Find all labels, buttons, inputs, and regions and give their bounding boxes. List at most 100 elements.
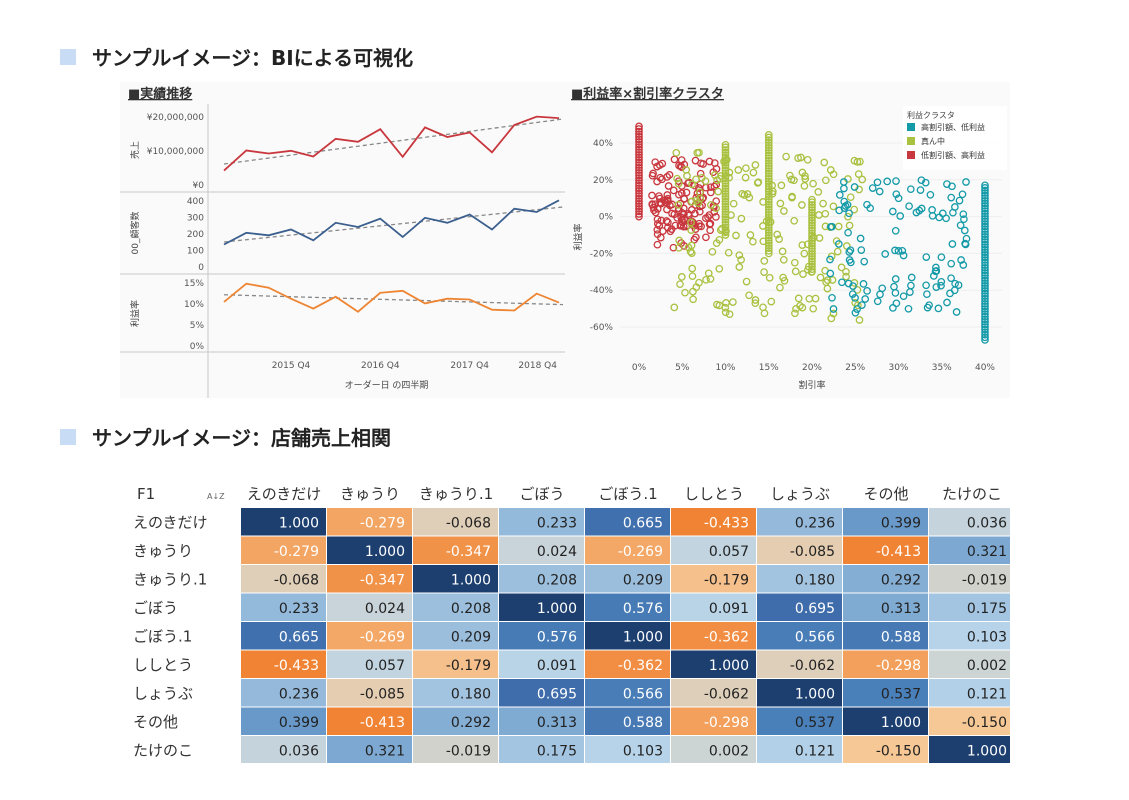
scatter-point (751, 299, 760, 308)
scatter-point (934, 304, 943, 313)
scatter-point (981, 333, 989, 342)
heatmap-cell (671, 622, 756, 650)
scatter-point (692, 175, 700, 184)
heatmap-cell (241, 508, 326, 536)
cell-value: -0.279 (360, 515, 405, 531)
heatmap-cell (757, 707, 842, 735)
scatter-point (823, 276, 832, 285)
scatter-point (737, 214, 746, 223)
cell-value: -0.347 (446, 544, 491, 560)
scatter-point (876, 290, 884, 299)
scatter-point (816, 273, 825, 282)
scatter-point (635, 135, 643, 144)
scatter-point (713, 300, 721, 309)
scatter-point (981, 317, 989, 326)
heatmap-cell (757, 679, 842, 707)
scatter-point (875, 187, 884, 196)
scatter-point (981, 235, 989, 244)
heatmap-cell (929, 508, 1014, 536)
scatter-point (764, 208, 773, 217)
cell-value: -0.347 (360, 572, 405, 588)
x-axis-label: 割引率 (798, 379, 825, 391)
scatter-point (815, 211, 823, 219)
heatmap-cell (757, 736, 842, 764)
scatter-point (764, 182, 773, 191)
scatter-point (721, 202, 730, 211)
cell-value: 0.566 (623, 686, 663, 702)
row-header: その他 (133, 713, 178, 731)
scatter-point (717, 172, 725, 180)
scatter-point (635, 186, 643, 195)
x-tick-label: 2018 Q4 (518, 361, 557, 371)
scatter-point (635, 140, 643, 149)
scatter-point (653, 240, 662, 249)
heatmap-cell (585, 650, 670, 678)
scatter-point (681, 288, 689, 297)
legend-swatch (907, 123, 915, 131)
scatter-point (687, 197, 696, 206)
scatter-point (670, 303, 679, 312)
scatter-point (851, 308, 860, 317)
x-tick-label: 2015 Q4 (272, 361, 311, 371)
scatter-point (766, 218, 775, 226)
scatter-point (635, 202, 643, 211)
cell-value: -0.179 (704, 572, 749, 588)
scatter-point (764, 154, 773, 162)
cell-value: 0.537 (795, 715, 835, 731)
heatmap-cell (327, 679, 412, 707)
cell-value: 0.057 (365, 658, 405, 674)
scatter-point (764, 149, 773, 157)
column-header: ごぼう (519, 485, 564, 503)
scatter-point (854, 170, 863, 178)
scatter-point (684, 243, 693, 252)
scatter-point (764, 143, 773, 152)
scatter-point (899, 251, 908, 260)
cell-value: 1.000 (451, 572, 491, 588)
scatter-point (805, 294, 814, 303)
scatter-point (981, 256, 989, 264)
scatter-point (849, 282, 857, 290)
row-header: えのきだけ (133, 513, 208, 531)
scatter-point (981, 194, 989, 203)
scatter-point (721, 303, 730, 312)
section-heading-bi: サンプルイメージ：BIによる可視化 (60, 42, 413, 71)
legend-label: 真ん中 (921, 136, 945, 146)
scatter-point (804, 262, 813, 271)
cell-value: -0.269 (618, 544, 663, 560)
scatter-point (892, 177, 900, 185)
scatter-point (635, 174, 643, 182)
scatter-point (768, 181, 776, 190)
scatter-point (722, 299, 730, 307)
scatter-point (981, 328, 989, 337)
scatter-point (721, 215, 730, 224)
cell-value: -0.433 (704, 515, 749, 531)
scatter-point (948, 240, 957, 248)
chart-background (120, 82, 565, 398)
chart-title: ■実績推移 (128, 86, 192, 102)
scatter-point (764, 203, 773, 211)
performance-trend-panel: ■実績推移 売上 ¥20,000,000 ¥10,000,000 ¥0 00_顧客数 400… (120, 82, 565, 402)
heatmap-cell (585, 736, 670, 764)
scatter-point (675, 236, 684, 245)
scatter-point (702, 233, 710, 242)
scatter-point (695, 222, 703, 231)
heatmap-cell (757, 650, 842, 678)
scatter-point (916, 186, 925, 194)
scatter-point (860, 257, 869, 266)
scatter-point (764, 136, 773, 144)
scatter-point (751, 161, 760, 169)
scatter-point (845, 248, 854, 256)
scatter-point (855, 316, 864, 324)
scatter-point (760, 257, 769, 265)
scatter-point (808, 208, 816, 217)
scatter-point (764, 244, 773, 253)
scatter-point (649, 169, 657, 178)
scatter-point (949, 208, 957, 217)
cell-value: -0.068 (274, 572, 319, 588)
cell-value: 0.002 (709, 743, 749, 759)
scatter-point (898, 246, 907, 255)
cell-value: 0.103 (623, 743, 663, 759)
scatter-point (721, 200, 730, 208)
scatter-point (960, 226, 969, 235)
heatmap-cell (585, 622, 670, 650)
